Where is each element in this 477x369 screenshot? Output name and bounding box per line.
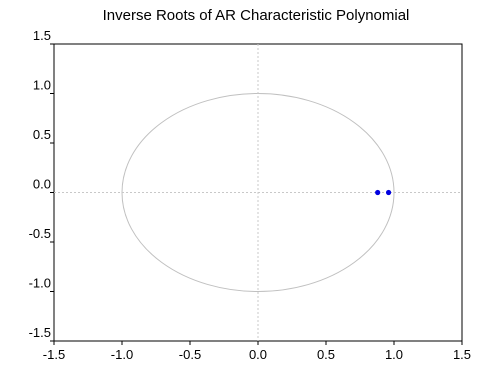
y-tick-label: -0.5 [29,226,51,241]
root-point [375,189,381,196]
y-tick-label: -1.5 [29,325,51,340]
root-points [375,189,392,196]
x-tick-label: -0.5 [179,347,201,362]
x-tick-label: 0.0 [249,347,267,362]
x-tick-label: 1.5 [453,347,471,362]
y-tick-label: 0.0 [33,177,51,192]
y-tick-label: 1.5 [33,28,51,43]
y-tick-label: 1.0 [33,78,51,93]
x-tick-label: 1.0 [385,347,403,362]
y-tick-label: -1.0 [29,276,51,291]
x-tick-label: -1.5 [43,347,65,362]
y-axis-ticks: 1.5 1.0 0.5 0.0 -0.5 -1.0 -1.5 [29,28,54,342]
chart-title: Inverse Roots of AR Characteristic Polyn… [102,7,410,24]
root-point [385,189,392,196]
y-tick-label: 0.5 [33,127,51,142]
x-axis-ticks: -1.5 -1.0 -0.5 0.0 0.5 1.0 1.5 [43,341,471,362]
x-tick-label: 0.5 [317,347,335,362]
x-tick-label: -1.0 [111,347,133,362]
